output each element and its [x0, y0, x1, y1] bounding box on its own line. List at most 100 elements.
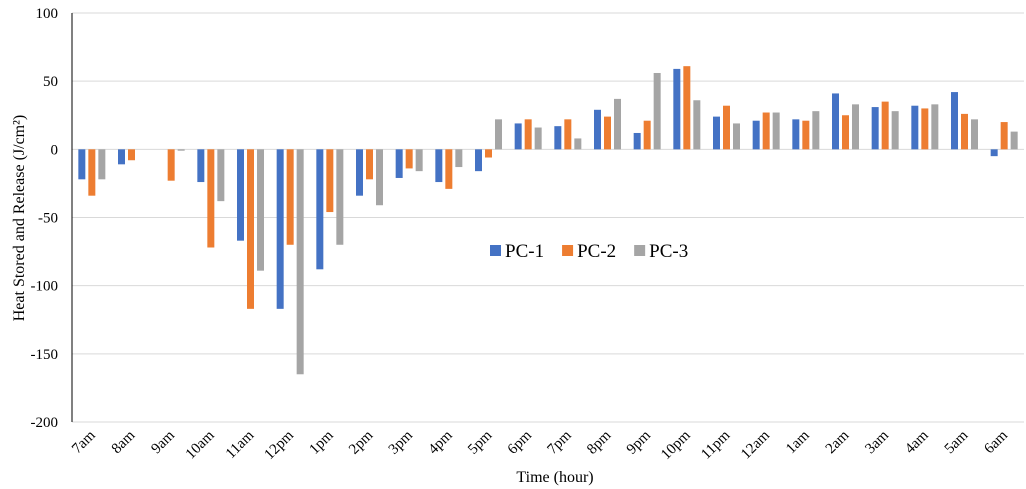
- bar: [842, 115, 849, 150]
- bar: [128, 149, 135, 161]
- bar: [921, 108, 929, 150]
- bar: [237, 149, 244, 241]
- x-tick-label: 3pm: [386, 427, 416, 457]
- bar: [683, 66, 691, 150]
- bar: [931, 104, 939, 150]
- y-tick-label: -50: [38, 211, 58, 227]
- bar: [643, 120, 651, 150]
- bar: [881, 101, 889, 150]
- x-tick-label: 5am: [942, 427, 972, 457]
- bar: [316, 149, 324, 270]
- bar: [405, 149, 413, 169]
- legend-label: PC-3: [649, 241, 688, 262]
- bar: [455, 149, 463, 168]
- bar: [1000, 122, 1008, 150]
- x-tick-label: 2am: [823, 427, 853, 457]
- bar: [871, 107, 879, 150]
- bar: [524, 119, 532, 150]
- x-tick-label: 6pm: [505, 427, 535, 457]
- bar: [445, 149, 453, 189]
- bar: [395, 149, 403, 178]
- bar: [495, 119, 502, 150]
- y-tick-label: -100: [31, 279, 59, 295]
- bar: [475, 149, 482, 172]
- bar: [336, 149, 344, 245]
- bar: [673, 68, 681, 150]
- bar: [207, 149, 215, 248]
- x-tick-label: 2pm: [346, 427, 376, 457]
- x-tick-label: 10pm: [658, 427, 694, 463]
- y-tick-label: 50: [43, 74, 58, 90]
- x-tick-label: 12pm: [262, 427, 298, 463]
- legend-swatch: [562, 245, 574, 256]
- bar: [723, 105, 730, 150]
- bar: [762, 112, 770, 150]
- bar: [485, 149, 492, 158]
- x-tick-label: 1am: [783, 427, 813, 457]
- x-tick-label: 11pm: [698, 427, 733, 462]
- bar: [961, 113, 968, 150]
- y-tick-label: 0: [51, 142, 59, 158]
- bar: [614, 98, 621, 150]
- bar: [564, 119, 572, 150]
- bar: [990, 149, 998, 157]
- x-tick-label: 12am: [738, 427, 773, 462]
- bar: [772, 112, 780, 150]
- bar: [852, 104, 859, 150]
- legend-swatch: [634, 245, 646, 256]
- x-tick-label: 10am: [183, 427, 218, 462]
- x-tick-label: 8am: [109, 427, 139, 457]
- x-tick-label: 4am: [902, 427, 932, 457]
- x-tick-label: 7am: [69, 427, 99, 457]
- bar: [366, 149, 373, 180]
- bar: [78, 149, 86, 180]
- legend-swatch: [490, 245, 501, 256]
- legend-label: PC-1: [505, 241, 544, 262]
- bar: [286, 149, 294, 245]
- bar: [911, 105, 919, 150]
- bar: [98, 149, 106, 180]
- bar: [118, 149, 125, 165]
- bar: [733, 123, 740, 150]
- bar: [951, 92, 958, 150]
- bar: [326, 149, 334, 213]
- bar: [197, 149, 205, 183]
- bar: [415, 149, 423, 172]
- legend-label: PC-2: [577, 241, 616, 262]
- bar: [574, 138, 582, 150]
- bar: [832, 93, 839, 150]
- y-axis-label: Heat Stored and Release (J/cm²): [11, 115, 28, 322]
- bar: [177, 149, 185, 151]
- x-axis-label: Time (hour): [516, 469, 593, 486]
- bar: [693, 100, 701, 150]
- bar: [752, 120, 760, 150]
- bar: [88, 149, 96, 196]
- bar: [792, 119, 800, 150]
- bar: [376, 149, 383, 206]
- x-tick-label: 5pm: [465, 427, 495, 457]
- bar: [554, 126, 562, 150]
- bar: [594, 109, 601, 150]
- y-tick-label: -200: [31, 415, 59, 431]
- bar: [1010, 131, 1018, 150]
- bar: [356, 149, 363, 196]
- y-tick-label: -150: [31, 347, 59, 363]
- bar: [604, 116, 611, 150]
- bar: [713, 116, 720, 150]
- bar: [257, 149, 264, 271]
- bar: [247, 149, 254, 309]
- x-tick-label: 6am: [981, 427, 1011, 457]
- bar: [633, 132, 641, 150]
- bar: [276, 149, 284, 309]
- x-tick-label: 7pm: [544, 427, 574, 457]
- bar: [971, 119, 978, 150]
- bar: [891, 111, 899, 150]
- x-tick-label: 3am: [862, 427, 892, 457]
- x-tick-label: 4pm: [425, 427, 455, 457]
- x-tick-label: 1pm: [306, 427, 336, 457]
- y-tick-label: 100: [36, 6, 59, 22]
- bar: [217, 149, 225, 202]
- bar: [435, 149, 443, 183]
- x-tick-label: 11am: [223, 427, 258, 462]
